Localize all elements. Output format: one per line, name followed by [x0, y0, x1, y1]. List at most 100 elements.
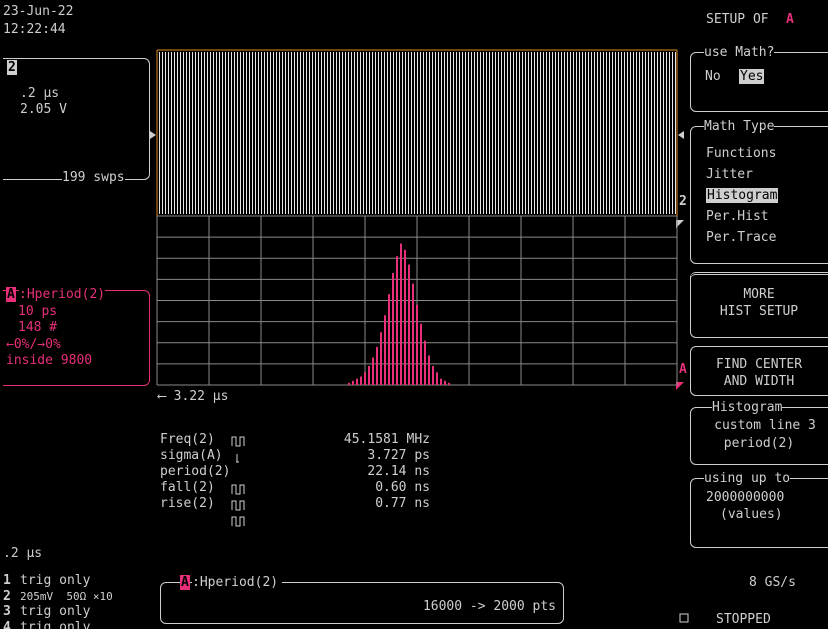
menu-button[interactable] [690, 346, 828, 396]
menu-button[interactable] [690, 272, 828, 338]
histogram-bar [408, 264, 410, 385]
histogram-bar [444, 380, 446, 385]
histogram-bar [388, 294, 390, 385]
menu-label: Histogram [712, 400, 783, 415]
trace-arrow [678, 131, 684, 139]
histogram-bar [356, 378, 358, 385]
menu-option[interactable]: Jitter [706, 167, 753, 182]
histogram-bar [348, 382, 350, 385]
histogram-bar [448, 382, 450, 385]
pulse-icon [231, 516, 245, 527]
waveform [157, 52, 677, 214]
measure-name: period(2) [160, 464, 231, 479]
histogram-bar [432, 365, 434, 385]
menu-text: MORE [743, 287, 775, 302]
menu-option[interactable]: Histogram [706, 188, 779, 203]
histogram-bar [400, 243, 402, 385]
histogram-bar [404, 249, 406, 385]
histogram-bar [392, 273, 394, 385]
channel-number: 2 [3, 588, 11, 604]
menu-label: using up to [704, 471, 791, 486]
menu-label: use Math? [704, 45, 775, 60]
channel-timebase: .2 µs [20, 86, 60, 101]
histogram-bar [420, 323, 422, 385]
timebase: .2 µs [3, 546, 43, 561]
menu-text: HIST SETUP [719, 304, 799, 319]
pulse-icon [231, 484, 245, 495]
histogram-bar [352, 380, 354, 385]
status-box [679, 613, 689, 623]
histogram-bar [440, 378, 442, 385]
channel-number: 2 [7, 60, 17, 75]
channel-number: 4 [3, 619, 11, 629]
menu-label: Math Type [704, 119, 775, 134]
measure-name: fall(2) [160, 480, 215, 495]
menu-title: SETUP OF [706, 12, 769, 27]
trace-marker: 2 [679, 194, 687, 209]
menu-option[interactable]: Per.Hist [706, 209, 769, 224]
pulse-icon [231, 436, 245, 447]
menu-option[interactable]: Functions [706, 146, 777, 161]
menu-option[interactable]: Per.Trace [706, 230, 777, 245]
measure-name: rise(2) [160, 496, 215, 511]
histogram-bar [436, 372, 438, 385]
acq-state: STOPPED [716, 612, 771, 627]
channel-status: 205mV 50Ω ×10 [20, 589, 113, 603]
channel-status: trig only [20, 573, 91, 588]
histogram-bar [424, 340, 426, 385]
measure-name: sigma(A) [160, 448, 223, 463]
channel-box [3, 58, 150, 180]
histogram-bar [384, 315, 386, 385]
histogram-bar [360, 376, 362, 385]
measure-value: 45.1581 MHz [343, 432, 430, 447]
measure-icons [231, 436, 245, 527]
time: 12:22:44 [3, 22, 66, 37]
measure-value: 0.77 ns [375, 496, 430, 511]
math-label: :Hperiod(2) [19, 287, 106, 302]
measure-name: Freq(2) [160, 432, 215, 447]
math-marker: A [679, 362, 687, 377]
histogram-bar [364, 372, 366, 385]
channel-sweeps: 199 swps [62, 170, 125, 185]
math-bin: 10 ps [18, 304, 58, 319]
menu-text: 2000000000 [706, 490, 785, 505]
math-panel-label: :Hperiod(2) [192, 575, 283, 590]
channel-volts: 2.05 V [20, 102, 67, 117]
menu-option[interactable]: No [705, 69, 721, 84]
histogram-bar [372, 357, 374, 385]
channel-number: 1 [3, 573, 11, 588]
math-panel-points: 16000 -> 2000 pts [422, 599, 556, 614]
histogram-bar [368, 365, 370, 385]
math-badge: A [6, 287, 16, 302]
sample-rate: 8 GS/s [749, 575, 796, 590]
menu-text: period(2) [723, 436, 795, 451]
menu-title-badge: A [786, 12, 794, 27]
measure-value: 22.14 ns [367, 464, 430, 479]
trace-arrow [150, 131, 156, 139]
measure-value: 3.727 ps [367, 448, 430, 463]
channel-status: trig only [20, 604, 91, 619]
menu-text: custom line 3 [714, 418, 816, 433]
trace-arrow [676, 220, 684, 228]
measure-value: 0.60 ns [375, 480, 430, 495]
menu-text: FIND CENTER [715, 357, 803, 372]
histogram-bar [428, 355, 430, 385]
grid-scale: ⟵ 3.22 µs [158, 389, 229, 404]
menu-option-selected[interactable]: Yes [739, 69, 765, 84]
channel-number: 3 [3, 604, 11, 619]
histogram-bar [416, 304, 418, 385]
menu-text: AND WIDTH [723, 374, 795, 389]
pulse-icon [231, 500, 245, 511]
date: 23-Jun-22 [3, 4, 74, 19]
histogram-bar [396, 256, 398, 385]
math-panel-badge: A [180, 575, 190, 590]
histogram-bar [380, 332, 382, 385]
math-range: ←0%/→0% [6, 337, 61, 352]
math-inside: inside 9800 [6, 353, 93, 368]
math-arrow [676, 382, 684, 390]
math-count: 148 # [18, 320, 58, 335]
sigma-icon [236, 454, 239, 463]
histogram-bar [412, 283, 414, 385]
